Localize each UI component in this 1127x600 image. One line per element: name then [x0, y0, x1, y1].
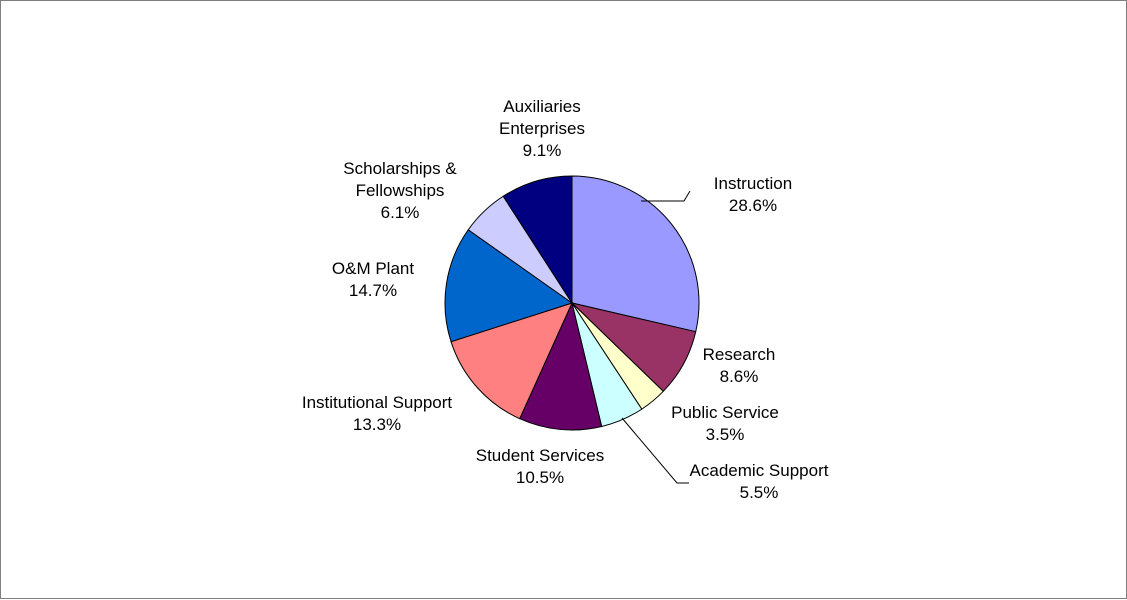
pie-slice-6: [444, 229, 574, 343]
pie-slice-0: [571, 175, 700, 333]
slice-percent: 10.5%: [516, 468, 564, 487]
slice-percent: 5.5%: [740, 483, 779, 502]
slices-layer: [444, 175, 700, 431]
slice-label-7: Scholarships & Fellowships 6.1%: [343, 159, 457, 222]
slice-label-0: Instruction 28.6%: [714, 174, 792, 215]
slice-percent: 14.7%: [349, 281, 397, 300]
slice-label-line: Public Service: [671, 403, 779, 422]
slice-label-1: Research 8.6%: [703, 345, 776, 386]
slice-label-3: Academic Support 5.5%: [690, 461, 829, 502]
leader-lines: [621, 190, 691, 484]
slice-label-line: Fellowships: [356, 181, 445, 200]
slice-label-line: Auxiliaries: [503, 97, 580, 116]
slice-label-line: Student Services: [476, 446, 605, 465]
slice-label-line: Enterprises: [499, 119, 585, 138]
slice-label-line: Institutional Support: [302, 393, 453, 412]
slice-label-6: O&M Plant 14.7%: [332, 259, 414, 300]
slice-label-8: Auxiliaries Enterprises 9.1%: [499, 97, 585, 160]
slice-label-line: O&M Plant: [332, 259, 414, 278]
slice-percent: 8.6%: [720, 367, 759, 386]
pie-slice-5: [450, 302, 573, 420]
labels-layer: Instruction 28.6% Research 8.6% Public Servi…: [302, 97, 829, 502]
slice-label-2: Public Service 3.5%: [671, 403, 779, 444]
slice-label-line: Research: [703, 345, 776, 364]
slice-label-line: Academic Support: [690, 461, 829, 480]
slice-percent: 9.1%: [523, 141, 562, 160]
slice-label-line: Instruction: [714, 174, 792, 193]
slice-percent: 28.6%: [729, 196, 777, 215]
slice-label-4: Student Services 10.5%: [476, 446, 605, 487]
leader-line-3: [621, 417, 689, 484]
slice-percent: 13.3%: [353, 415, 401, 434]
slice-label-5: Institutional Support 13.3%: [302, 393, 453, 434]
slice-label-line: Scholarships &: [343, 159, 457, 178]
leader-line-0: [641, 190, 691, 202]
pie-slice-4: [519, 301, 603, 431]
slice-percent: 6.1%: [381, 203, 420, 222]
pie-slice-8: [502, 175, 573, 305]
slice-percent: 3.5%: [706, 425, 745, 444]
